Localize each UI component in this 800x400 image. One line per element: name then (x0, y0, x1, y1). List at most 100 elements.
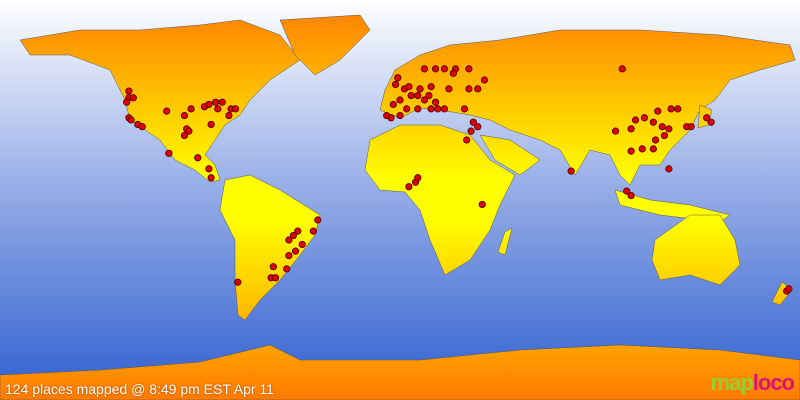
place-marker[interactable] (623, 187, 631, 195)
place-marker[interactable] (207, 120, 215, 129)
place-marker[interactable] (465, 85, 473, 93)
place-marker[interactable] (231, 105, 240, 113)
place-marker[interactable] (660, 131, 669, 140)
place-marker[interactable] (289, 231, 297, 240)
place-marker[interactable] (651, 136, 660, 144)
place-marker[interactable] (631, 116, 640, 124)
place-marker[interactable] (414, 174, 422, 182)
place-marker[interactable] (658, 123, 666, 131)
place-marker[interactable] (309, 227, 317, 235)
place-marker[interactable] (123, 98, 131, 106)
place-marker[interactable] (640, 114, 649, 122)
place-marker[interactable] (218, 98, 226, 106)
place-marker[interactable] (394, 74, 402, 82)
place-marker[interactable] (431, 98, 440, 106)
place-marker[interactable] (214, 105, 222, 113)
place-marker[interactable] (283, 265, 291, 273)
place-marker[interactable] (163, 107, 171, 115)
place-marker[interactable] (460, 105, 469, 113)
place-marker[interactable] (480, 76, 489, 84)
place-marker[interactable] (285, 236, 293, 244)
place-marker[interactable] (211, 98, 220, 106)
place-marker[interactable] (665, 125, 673, 133)
place-marker[interactable] (129, 94, 137, 102)
place-marker[interactable] (165, 149, 173, 157)
place-marker[interactable] (396, 111, 404, 120)
place-marker[interactable] (474, 123, 482, 131)
place-marker[interactable] (414, 91, 422, 100)
place-marker[interactable] (420, 96, 429, 104)
arabia (479, 134, 541, 176)
place-marker[interactable] (396, 96, 404, 104)
logo-part-loco: loco (752, 370, 795, 395)
place-marker[interactable] (627, 125, 635, 133)
place-marker[interactable] (463, 136, 471, 144)
place-marker[interactable] (391, 80, 400, 89)
place-marker[interactable] (478, 200, 486, 209)
place-marker[interactable] (125, 87, 133, 95)
place-marker[interactable] (225, 111, 233, 120)
place-marker[interactable] (467, 127, 475, 135)
place-marker[interactable] (427, 83, 435, 91)
place-marker[interactable] (449, 69, 457, 77)
place-marker[interactable] (294, 227, 302, 235)
place-marker[interactable] (389, 100, 397, 109)
maploco-logo[interactable]: maploco (711, 370, 795, 396)
place-marker[interactable] (414, 105, 422, 113)
place-marker[interactable] (205, 100, 213, 109)
place-marker[interactable] (405, 83, 413, 91)
place-marker[interactable] (618, 65, 626, 73)
place-marker[interactable] (665, 165, 673, 173)
place-marker[interactable] (440, 105, 449, 113)
place-marker[interactable] (785, 285, 793, 293)
place-marker[interactable] (445, 85, 453, 93)
place-marker[interactable] (434, 105, 442, 113)
place-marker[interactable] (207, 174, 215, 182)
place-marker[interactable] (649, 145, 657, 153)
place-marker[interactable] (187, 105, 195, 113)
place-marker[interactable] (298, 240, 306, 249)
place-marker[interactable] (654, 107, 662, 115)
place-marker[interactable] (667, 105, 675, 113)
place-marker[interactable] (427, 105, 435, 113)
place-marker[interactable] (611, 127, 620, 135)
place-marker[interactable] (291, 247, 300, 255)
place-marker[interactable] (234, 278, 242, 286)
place-marker[interactable] (387, 114, 395, 122)
place-marker[interactable] (567, 167, 575, 175)
place-marker[interactable] (469, 118, 477, 126)
place-marker[interactable] (269, 263, 277, 271)
land (0, 14, 800, 400)
place-marker[interactable] (407, 91, 415, 100)
places-count-caption: 124 places mapped @ 8:49 pm EST Apr 11 (5, 381, 274, 397)
place-marker[interactable] (687, 123, 695, 131)
place-marker[interactable] (271, 274, 280, 282)
place-marker[interactable] (638, 145, 646, 153)
place-marker[interactable] (127, 116, 135, 124)
place-marker[interactable] (474, 85, 482, 93)
place-marker[interactable] (205, 165, 213, 173)
place-marker[interactable] (180, 111, 189, 120)
place-marker[interactable] (440, 65, 449, 73)
place-marker[interactable] (465, 65, 473, 73)
place-marker[interactable] (285, 251, 293, 260)
place-marker[interactable] (403, 105, 411, 113)
place-marker[interactable] (649, 118, 657, 126)
place-marker[interactable] (180, 131, 189, 140)
place-marker[interactable] (194, 154, 202, 162)
place-marker[interactable] (314, 216, 322, 224)
place-marker[interactable] (185, 127, 193, 135)
place-marker[interactable] (138, 123, 146, 131)
place-marker[interactable] (627, 147, 635, 155)
place-marker[interactable] (416, 85, 424, 93)
place-marker[interactable] (420, 65, 429, 73)
place-marker[interactable] (431, 65, 440, 73)
place-marker[interactable] (674, 105, 682, 113)
place-marker[interactable] (707, 118, 715, 126)
place-marker[interactable] (627, 191, 635, 200)
place-marker[interactable] (405, 183, 413, 191)
place-marker[interactable] (425, 91, 433, 100)
europe-asia (379, 29, 796, 186)
place-marker[interactable] (703, 114, 711, 122)
